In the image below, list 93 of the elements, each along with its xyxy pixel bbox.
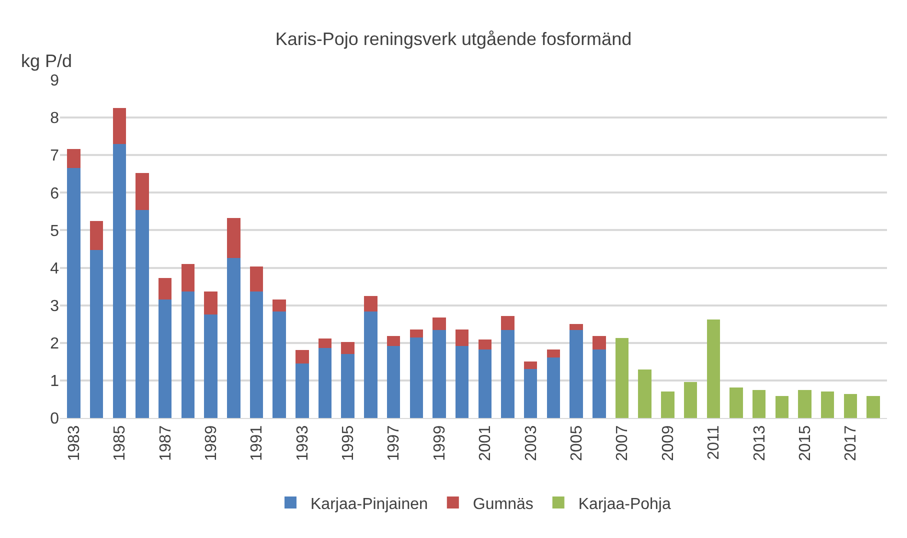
bar <box>432 330 446 418</box>
bar <box>136 173 149 210</box>
bar <box>524 362 538 370</box>
bar <box>386 346 400 418</box>
bar <box>546 358 560 418</box>
bar <box>112 108 126 144</box>
x-tick-label: 2013 <box>751 425 768 461</box>
x-tick-label: 1987 <box>157 425 174 461</box>
bar <box>318 338 332 348</box>
y-tick-label: 7 <box>50 148 60 165</box>
bar <box>478 340 492 350</box>
y-tick-label: 2 <box>50 335 60 352</box>
bar <box>592 336 606 350</box>
bar <box>136 210 149 418</box>
bar <box>501 316 514 330</box>
bar <box>524 369 538 418</box>
bar <box>158 300 172 418</box>
bar <box>455 346 469 418</box>
bar <box>455 329 469 346</box>
bar <box>706 320 720 418</box>
x-tick-label: 2017 <box>842 425 860 461</box>
x-tick-label: 2009 <box>660 425 677 461</box>
bar <box>67 168 80 418</box>
bar <box>570 324 583 330</box>
bar <box>181 291 195 418</box>
bar <box>410 329 424 338</box>
x-tick-label: 2015 <box>796 425 814 461</box>
bar <box>181 264 195 292</box>
y-tick-label: 4 <box>50 260 60 278</box>
x-tick-label: 2005 <box>568 425 586 461</box>
bar <box>341 354 354 418</box>
bar <box>272 311 286 418</box>
x-tick-label: 1989 <box>202 425 220 461</box>
bar <box>341 342 354 354</box>
bar <box>67 149 80 168</box>
bar <box>90 221 104 250</box>
bar <box>364 296 378 312</box>
bar <box>318 348 332 418</box>
bar <box>90 250 104 418</box>
x-tick-label: 1983 <box>66 425 83 461</box>
bar <box>546 350 560 358</box>
bar <box>204 314 218 418</box>
bar <box>227 218 240 258</box>
bar <box>296 350 309 364</box>
bar <box>250 291 264 418</box>
bar <box>638 370 652 418</box>
bar <box>866 396 880 418</box>
y-tick-label: 5 <box>50 222 60 240</box>
bar <box>820 392 834 418</box>
y-tick-label: 6 <box>50 185 60 202</box>
bar <box>296 364 309 418</box>
x-tick-label: 2001 <box>477 425 494 461</box>
bar <box>386 336 400 346</box>
bar <box>158 278 172 300</box>
bar <box>661 392 674 418</box>
y-tick-label: 0 <box>50 410 60 428</box>
bar <box>501 330 514 418</box>
bar <box>204 291 218 314</box>
x-tick-label: 1997 <box>386 425 403 461</box>
x-tick-label: 1991 <box>248 425 266 461</box>
bar <box>844 394 858 418</box>
bar <box>570 330 583 418</box>
bar <box>615 338 629 418</box>
y-tick-label: 3 <box>50 298 60 315</box>
bar <box>272 300 286 312</box>
x-tick-label: 1995 <box>340 425 358 461</box>
bar <box>432 318 446 330</box>
y-axis-title: kg P/d <box>21 51 72 71</box>
x-tick-label: 2011 <box>706 425 723 460</box>
y-tick-label: 8 <box>50 110 60 128</box>
bar <box>250 266 264 292</box>
legend-label: Karjaa-Pinjainen <box>310 496 428 513</box>
legend-label: Gumnäs <box>472 496 534 513</box>
bar <box>227 258 240 418</box>
bar <box>478 350 492 418</box>
chart-title: Karis-Pojo reningsverk utgående fosformänd <box>275 28 632 49</box>
bar <box>798 390 812 418</box>
bar <box>364 311 378 418</box>
bar <box>775 396 789 418</box>
x-tick-label: 2003 <box>522 425 540 461</box>
bar <box>684 382 698 418</box>
x-tick-label: 1985 <box>112 425 129 461</box>
bar <box>752 390 766 418</box>
bar <box>730 388 743 418</box>
x-tick-label: 1999 <box>431 425 448 461</box>
y-tick-label: 1 <box>50 373 60 390</box>
legend-label: Karjaa-Pohja <box>578 496 671 513</box>
x-tick-label: 2007 <box>614 425 632 461</box>
y-tick-label: 9 <box>50 72 60 90</box>
x-tick-label: 1993 <box>294 425 312 461</box>
bar <box>410 338 424 418</box>
bar <box>112 144 126 418</box>
bar <box>592 350 606 418</box>
